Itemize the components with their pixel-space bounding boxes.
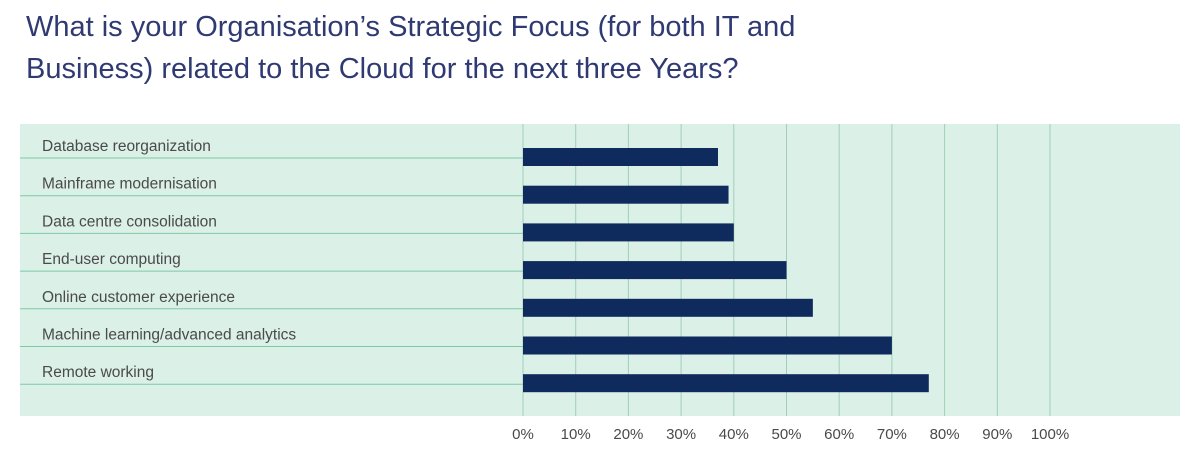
bar (523, 223, 734, 242)
bar (523, 261, 787, 280)
category-label: Machine learning/advanced analytics (42, 327, 296, 344)
category-label: Mainframe modernisation (42, 176, 217, 193)
chart-title-line-2: Business) related to the Cloud for the n… (26, 53, 739, 85)
chart-title: What is your Organisation’s Strategic Fo… (26, 6, 1026, 90)
x-tick-label: 70% (877, 426, 907, 443)
bar (523, 336, 892, 355)
bar (523, 185, 729, 204)
category-label: Database reorganization (42, 138, 211, 155)
x-tick-label: 0% (512, 426, 534, 443)
x-tick-label: 30% (666, 426, 696, 443)
x-tick-label: 40% (719, 426, 749, 443)
x-tick-label: 90% (982, 426, 1012, 443)
bars (523, 148, 929, 393)
x-tick-label: 100% (1031, 426, 1069, 443)
category-label: End-user computing (42, 251, 181, 268)
chart-title-line-1: What is your Organisation’s Strategic Fo… (26, 11, 796, 43)
category-label: Online customer experience (42, 289, 235, 306)
category-labels: Database reorganization Mainframe moderni… (20, 138, 523, 385)
category-label: Remote working (42, 364, 154, 381)
x-tick-label: 80% (930, 426, 960, 443)
x-tick-label: 10% (561, 426, 591, 443)
bar (523, 148, 718, 166)
bar (523, 374, 929, 393)
bar (523, 298, 813, 317)
category-label: Data centre consolidation (42, 213, 217, 230)
x-tick-label: 20% (613, 426, 643, 443)
x-tick-label: 50% (771, 426, 801, 443)
x-axis-ticks: 0% 10% 20% 30% 40% 50% 60% 70% 80% 90% 100% (512, 426, 1069, 443)
x-tick-label: 60% (824, 426, 854, 443)
